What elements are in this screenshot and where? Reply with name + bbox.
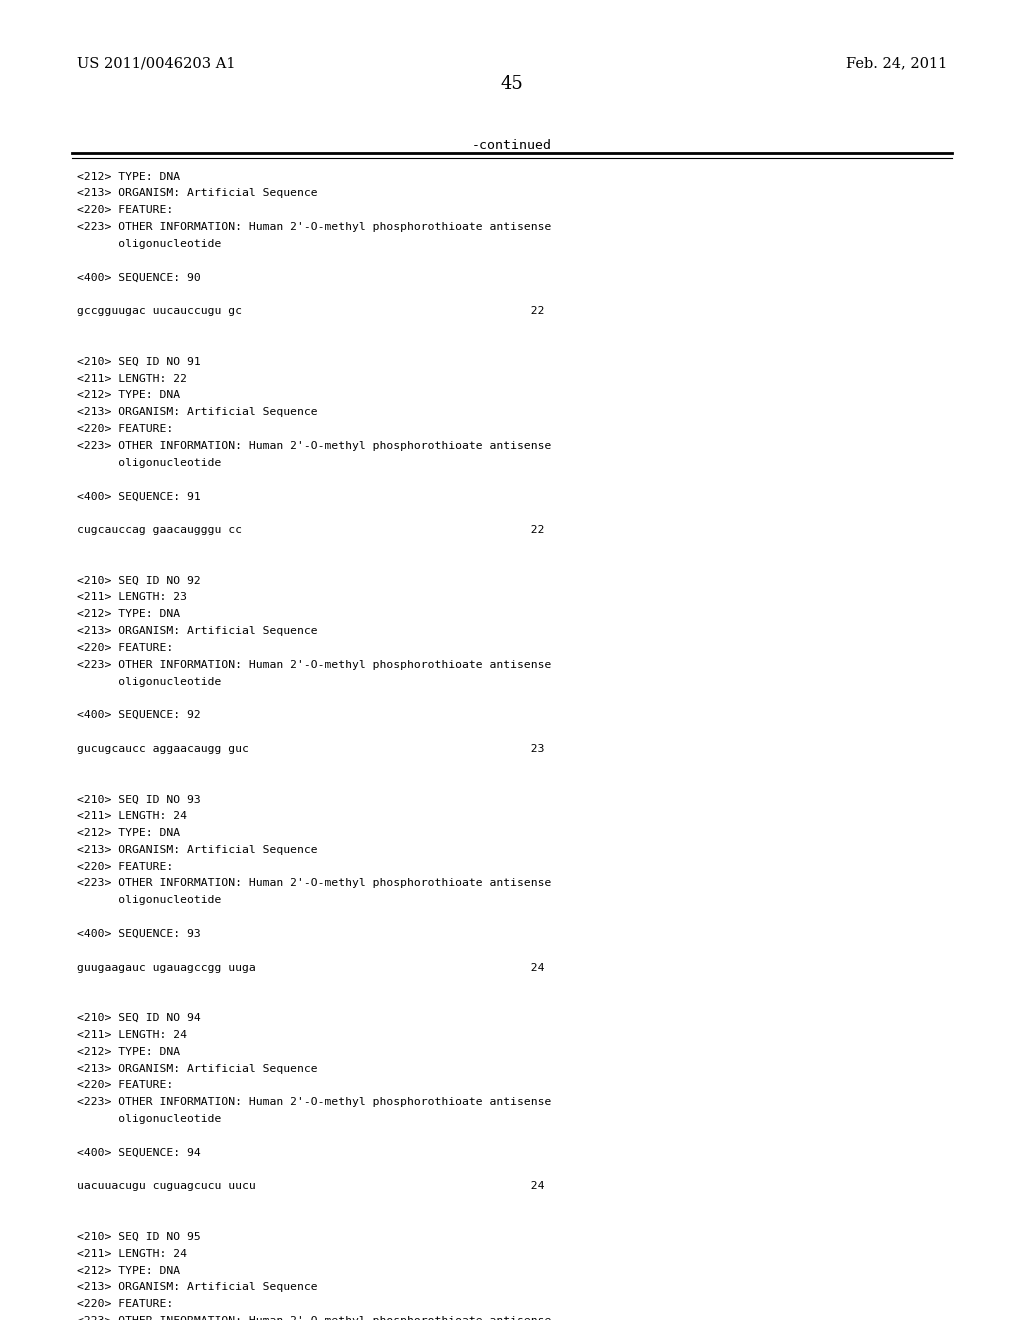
Text: oligonucleotide: oligonucleotide [77, 239, 221, 249]
Text: <212> TYPE: DNA: <212> TYPE: DNA [77, 610, 180, 619]
Text: <212> TYPE: DNA: <212> TYPE: DNA [77, 1266, 180, 1275]
Text: <223> OTHER INFORMATION: Human 2'-O-methyl phosphorothioate antisense: <223> OTHER INFORMATION: Human 2'-O-meth… [77, 1097, 551, 1107]
Text: <220> FEATURE:: <220> FEATURE: [77, 1081, 173, 1090]
Text: <220> FEATURE:: <220> FEATURE: [77, 424, 173, 434]
Text: <211> LENGTH: 22: <211> LENGTH: 22 [77, 374, 186, 384]
Text: <223> OTHER INFORMATION: Human 2'-O-methyl phosphorothioate antisense: <223> OTHER INFORMATION: Human 2'-O-meth… [77, 660, 551, 669]
Text: Feb. 24, 2011: Feb. 24, 2011 [846, 57, 947, 71]
Text: gccgguugac uucauccugu gc                                          22: gccgguugac uucauccugu gc 22 [77, 306, 545, 317]
Text: <220> FEATURE:: <220> FEATURE: [77, 206, 173, 215]
Text: gucugcaucc aggaacaugg guc                                         23: gucugcaucc aggaacaugg guc 23 [77, 744, 545, 754]
Text: <211> LENGTH: 23: <211> LENGTH: 23 [77, 593, 186, 602]
Text: <210> SEQ ID NO 94: <210> SEQ ID NO 94 [77, 1014, 201, 1023]
Text: <400> SEQUENCE: 90: <400> SEQUENCE: 90 [77, 273, 201, 282]
Text: <220> FEATURE:: <220> FEATURE: [77, 643, 173, 653]
Text: <211> LENGTH: 24: <211> LENGTH: 24 [77, 1249, 186, 1259]
Text: oligonucleotide: oligonucleotide [77, 1114, 221, 1125]
Text: <213> ORGANISM: Artificial Sequence: <213> ORGANISM: Artificial Sequence [77, 1064, 317, 1073]
Text: <213> ORGANISM: Artificial Sequence: <213> ORGANISM: Artificial Sequence [77, 845, 317, 855]
Text: oligonucleotide: oligonucleotide [77, 677, 221, 686]
Text: <212> TYPE: DNA: <212> TYPE: DNA [77, 391, 180, 400]
Text: <400> SEQUENCE: 92: <400> SEQUENCE: 92 [77, 710, 201, 721]
Text: <400> SEQUENCE: 93: <400> SEQUENCE: 93 [77, 929, 201, 939]
Text: <210> SEQ ID NO 93: <210> SEQ ID NO 93 [77, 795, 201, 804]
Text: -continued: -continued [472, 139, 552, 152]
Text: <220> FEATURE:: <220> FEATURE: [77, 862, 173, 871]
Text: guugaagauc ugauagccgg uuga                                        24: guugaagauc ugauagccgg uuga 24 [77, 962, 545, 973]
Text: <223> OTHER INFORMATION: Human 2'-O-methyl phosphorothioate antisense: <223> OTHER INFORMATION: Human 2'-O-meth… [77, 1316, 551, 1320]
Text: <212> TYPE: DNA: <212> TYPE: DNA [77, 1047, 180, 1057]
Text: <223> OTHER INFORMATION: Human 2'-O-methyl phosphorothioate antisense: <223> OTHER INFORMATION: Human 2'-O-meth… [77, 879, 551, 888]
Text: <213> ORGANISM: Artificial Sequence: <213> ORGANISM: Artificial Sequence [77, 189, 317, 198]
Text: <223> OTHER INFORMATION: Human 2'-O-methyl phosphorothioate antisense: <223> OTHER INFORMATION: Human 2'-O-meth… [77, 222, 551, 232]
Text: <400> SEQUENCE: 94: <400> SEQUENCE: 94 [77, 1148, 201, 1158]
Text: <212> TYPE: DNA: <212> TYPE: DNA [77, 172, 180, 182]
Text: <210> SEQ ID NO 92: <210> SEQ ID NO 92 [77, 576, 201, 586]
Text: cugcauccag gaacaugggu cc                                          22: cugcauccag gaacaugggu cc 22 [77, 525, 545, 535]
Text: <213> ORGANISM: Artificial Sequence: <213> ORGANISM: Artificial Sequence [77, 1283, 317, 1292]
Text: <211> LENGTH: 24: <211> LENGTH: 24 [77, 812, 186, 821]
Text: <211> LENGTH: 24: <211> LENGTH: 24 [77, 1030, 186, 1040]
Text: <213> ORGANISM: Artificial Sequence: <213> ORGANISM: Artificial Sequence [77, 626, 317, 636]
Text: <213> ORGANISM: Artificial Sequence: <213> ORGANISM: Artificial Sequence [77, 408, 317, 417]
Text: <400> SEQUENCE: 91: <400> SEQUENCE: 91 [77, 491, 201, 502]
Text: <210> SEQ ID NO 95: <210> SEQ ID NO 95 [77, 1232, 201, 1242]
Text: <223> OTHER INFORMATION: Human 2'-O-methyl phosphorothioate antisense: <223> OTHER INFORMATION: Human 2'-O-meth… [77, 441, 551, 451]
Text: <210> SEQ ID NO 91: <210> SEQ ID NO 91 [77, 356, 201, 367]
Text: oligonucleotide: oligonucleotide [77, 895, 221, 906]
Text: <220> FEATURE:: <220> FEATURE: [77, 1299, 173, 1309]
Text: oligonucleotide: oligonucleotide [77, 458, 221, 467]
Text: <212> TYPE: DNA: <212> TYPE: DNA [77, 828, 180, 838]
Text: 45: 45 [501, 75, 523, 94]
Text: uacuuacugu cuguagcucu uucu                                        24: uacuuacugu cuguagcucu uucu 24 [77, 1181, 545, 1192]
Text: US 2011/0046203 A1: US 2011/0046203 A1 [77, 57, 236, 71]
